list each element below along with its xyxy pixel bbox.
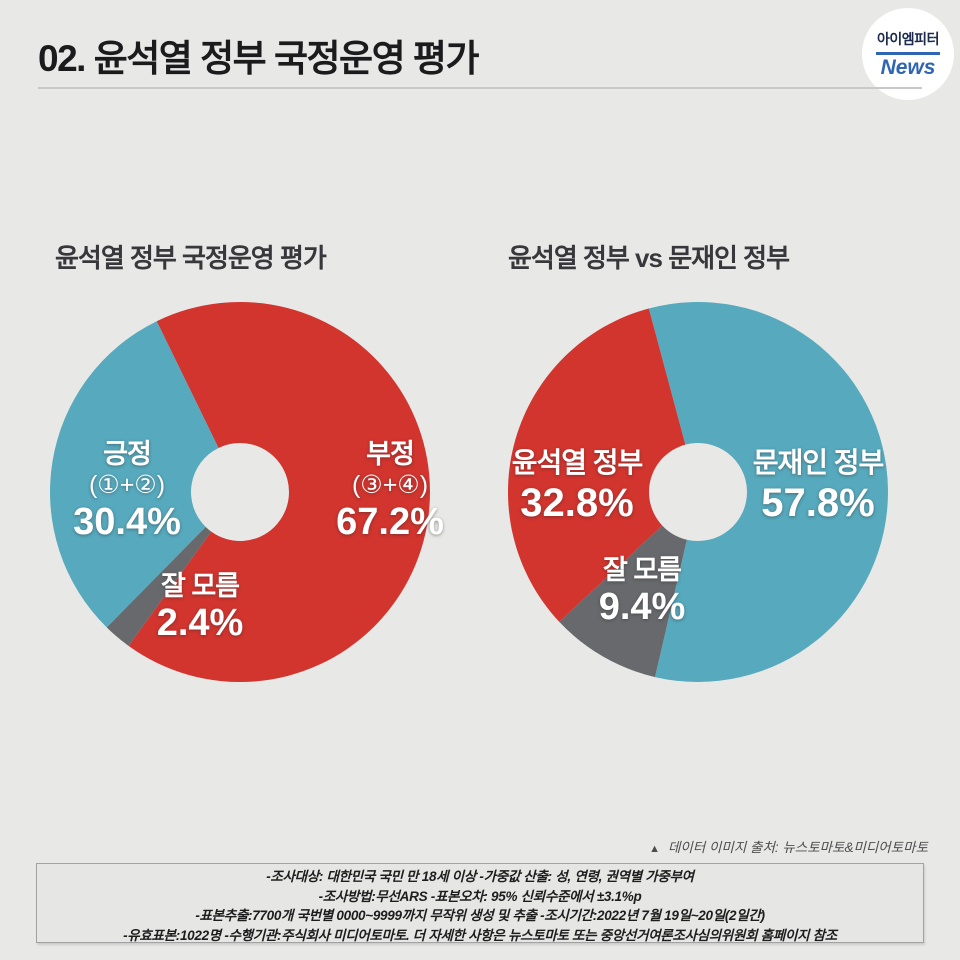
label-right-unknown-value: 9.4% [598, 586, 686, 628]
triangle-icon: ▲ [649, 843, 660, 855]
label-left-unknown: 잘 모름 2.4% [90, 570, 310, 644]
label-moon-govt-name: 문재인 정부 [752, 447, 885, 478]
label-yoon-govt-name: 윤석열 정부 [511, 447, 644, 478]
survey-methodology-box: -조사대상: 대한민국 국민 만 18세 이상 -가중값 산출: 성, 연령, … [36, 863, 924, 943]
label-yoon-govt-value: 32.8% [520, 481, 634, 525]
right-chart-title: 윤석열 정부 vs 문재인 정부 [508, 243, 790, 273]
label-positive-name: 긍정 [103, 439, 152, 469]
left-chart-title: 윤석열 정부 국정운영 평가 [55, 243, 327, 273]
label-negative-value: 67.2% [336, 501, 444, 543]
label-moon-govt-value: 57.8% [761, 481, 875, 525]
donut-chart-yoon-approval [50, 301, 431, 682]
pie-slice [106, 526, 212, 646]
survey-line: -유효표본:1022명 -수행기관:주식회사 미디어토마토. 더 자세한 사항은… [123, 927, 837, 943]
label-left-unknown-name: 잘 모름 [160, 571, 240, 601]
imnews-logo: 아이엠피터 News [862, 8, 954, 100]
label-positive-sub: (①+②) [88, 471, 166, 499]
label-positive-value: 30.4% [73, 501, 181, 543]
label-yoon-govt: 윤석열 정부 32.8% [467, 446, 687, 526]
data-source-text: 데이터 이미지 출처: 뉴스토마토&미디어토마토 [668, 840, 928, 855]
label-negative-sub: (③+④) [351, 471, 429, 499]
label-moon-govt: 문재인 정부 57.8% [708, 446, 928, 526]
pie-slice [648, 301, 888, 682]
survey-line: -조사방법:무선ARS -표본오차: 95% 신뢰수준에서 ±3.1%p [318, 888, 642, 904]
data-source-note: ▲ 데이터 이미지 출처: 뉴스토마토&미디어토마토 [649, 836, 928, 856]
donut-chart-yoon-vs-moon [507, 301, 888, 682]
pie-slice [507, 308, 686, 622]
label-negative-name: 부정 [366, 439, 415, 469]
label-positive: 긍정 (①+②) 30.4% [17, 438, 237, 543]
survey-line: -조사대상: 대한민국 국민 만 18세 이상 -가중값 산출: 성, 연령, … [266, 869, 694, 884]
pie-slice [128, 301, 431, 682]
header-divider [38, 87, 922, 89]
pie-slice [50, 321, 219, 628]
label-left-unknown-value: 2.4% [156, 602, 244, 644]
label-right-unknown-name: 잘 모름 [602, 555, 682, 585]
label-negative: 부정 (③+④) 67.2% [280, 438, 500, 543]
logo-name-text: 아이엠피터 [876, 29, 940, 55]
logo-news-text: News [880, 55, 936, 79]
pie-slice [559, 525, 687, 678]
page-title: 02. 윤석열 정부 국정운영 평가 [38, 38, 480, 79]
survey-line: -표본추출:7700개 국번별 0000~9999까지 무작위 생성 및 추출 … [195, 908, 765, 923]
label-right-unknown: 잘 모름 9.4% [532, 554, 752, 628]
